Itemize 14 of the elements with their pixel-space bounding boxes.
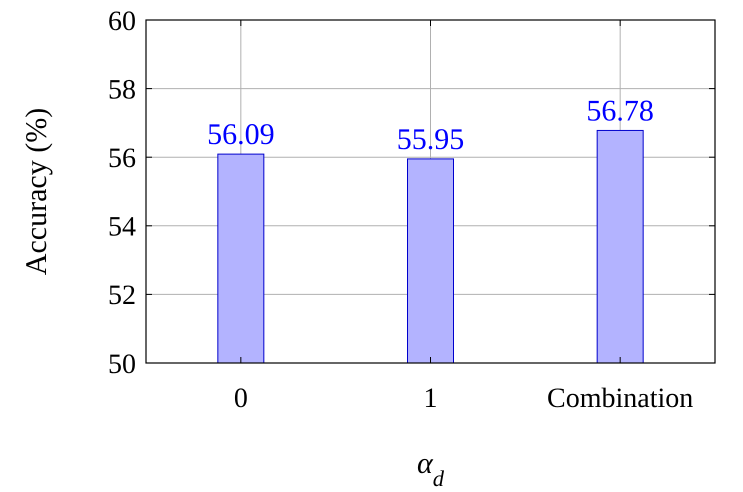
y-tick-label: 52 [108, 280, 136, 312]
x-tick-label: 0 [234, 383, 248, 414]
y-tick-label: 54 [108, 212, 136, 243]
y-tick-label: 56 [108, 143, 136, 174]
x-axis-title: α$_{d}$ [417, 447, 445, 490]
data-label: 55.95 [396, 122, 464, 156]
data-label: 56.09 [207, 118, 275, 152]
data-label: 56.78 [586, 94, 654, 128]
y-tick-label: 50 [108, 348, 136, 380]
y-axis-title: Accuracy (%) [20, 108, 53, 276]
y-tick-label: 60 [108, 6, 136, 37]
x-tick-label: Combination [547, 383, 694, 414]
y-tick-label: 58 [108, 74, 136, 106]
x-tick-label: 1 [424, 383, 438, 414]
